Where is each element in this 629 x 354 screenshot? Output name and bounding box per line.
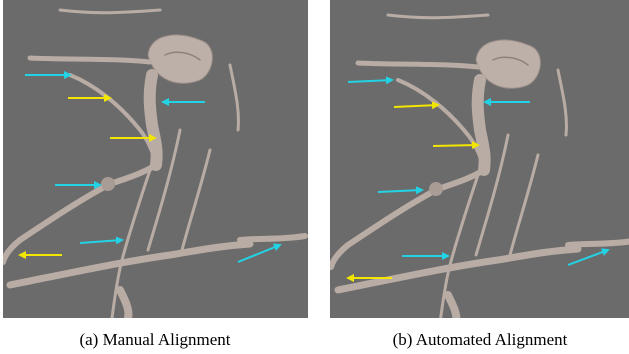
caption: (a) Manual Alignment [79,330,230,349]
figure: (a) Manual Alignment (b) Automated Align… [0,0,629,354]
caption: (b) Automated Alignment [393,330,568,349]
panel-b [330,0,629,323]
panel-a [3,0,308,318]
